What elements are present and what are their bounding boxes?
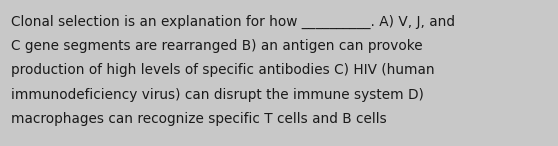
Text: macrophages can recognize specific T cells and B cells: macrophages can recognize specific T cel… bbox=[11, 112, 387, 126]
Text: production of high levels of specific antibodies C) HIV (human: production of high levels of specific an… bbox=[11, 63, 435, 77]
Text: immunodeficiency virus) can disrupt the immune system D): immunodeficiency virus) can disrupt the … bbox=[11, 87, 424, 101]
Text: C gene segments are rearranged B) an antigen can provoke: C gene segments are rearranged B) an ant… bbox=[11, 39, 423, 53]
Text: Clonal selection is an explanation for how __________. A) V, J, and: Clonal selection is an explanation for h… bbox=[11, 15, 455, 29]
